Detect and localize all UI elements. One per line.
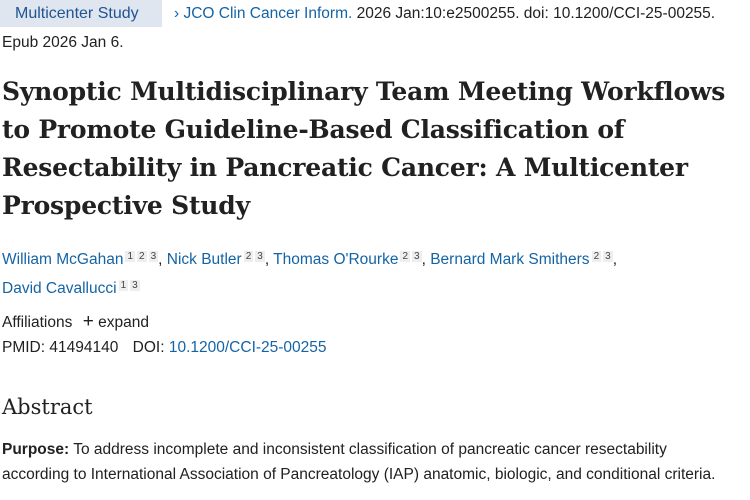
affiliations-toggle[interactable]: Affiliations + expand [2,311,149,333]
doi-link[interactable]: 10.1200/CCI-25-00255 [168,339,327,356]
author-link[interactable]: Nick Butler [166,251,242,268]
affiliation-ref[interactable]: 2 [137,251,147,262]
citation: › JCO Clin Cancer Inform. 2026 Jan:10:e2… [174,5,715,23]
affiliation-ref[interactable]: 1 [125,251,136,262]
journal-name: JCO Clin Cancer Inform. [183,4,353,22]
purpose-text: To address incomplete and inconsistent c… [2,441,716,483]
author-link[interactable]: David Cavallucci [2,280,117,297]
affiliation-ref[interactable]: 3 [130,280,140,291]
author-list: William McGahan 1 2 3, Nick Butler 2 3, Thoma… [2,251,617,297]
citation-bar: Multicenter Study › JCO Clin Cancer Info… [0,0,715,27]
pmid-label: PMID: [2,339,46,356]
publication-type-badge: Multicenter Study [0,0,162,27]
identifiers: PMID: 41494140 DOI: 10.1200/CCI-25-00255 [2,339,327,357]
abstract-heading: Abstract [2,395,93,419]
affiliation-ref[interactable]: 3 [148,251,159,262]
affiliation-ref[interactable]: 3 [603,251,613,262]
author-link[interactable]: William McGahan [2,251,124,268]
affiliation-ref[interactable]: 3 [412,251,422,262]
author-link[interactable]: Thomas O'Rourke [273,251,399,268]
abstract-purpose: Purpose: To address incomplete and incon… [2,437,737,487]
plus-icon: + [82,311,94,332]
pmid-value: 41494140 [49,339,119,356]
journal-link[interactable]: › JCO Clin Cancer Inform. [174,4,353,22]
affiliation-ref[interactable]: 2 [243,251,254,262]
affiliations-label: Affiliations [2,314,73,331]
author-link[interactable]: Bernard Mark Smithers [430,251,590,268]
doi-label: DOI: [132,339,165,356]
article-title: Synoptic Multidisciplinary Team Meeting … [2,77,726,220]
epub-date: Epub 2026 Jan 6. [2,34,124,51]
affiliation-ref[interactable]: 3 [255,251,265,262]
expand-label: expand [98,314,149,331]
affiliation-ref[interactable]: 2 [591,251,602,262]
purpose-label: Purpose: [2,441,70,458]
citation-details: 2026 Jan:10:e2500255. doi: 10.1200/CCI-2… [352,4,716,22]
affiliation-ref[interactable]: 1 [118,280,129,291]
affiliation-ref[interactable]: 2 [400,251,411,262]
